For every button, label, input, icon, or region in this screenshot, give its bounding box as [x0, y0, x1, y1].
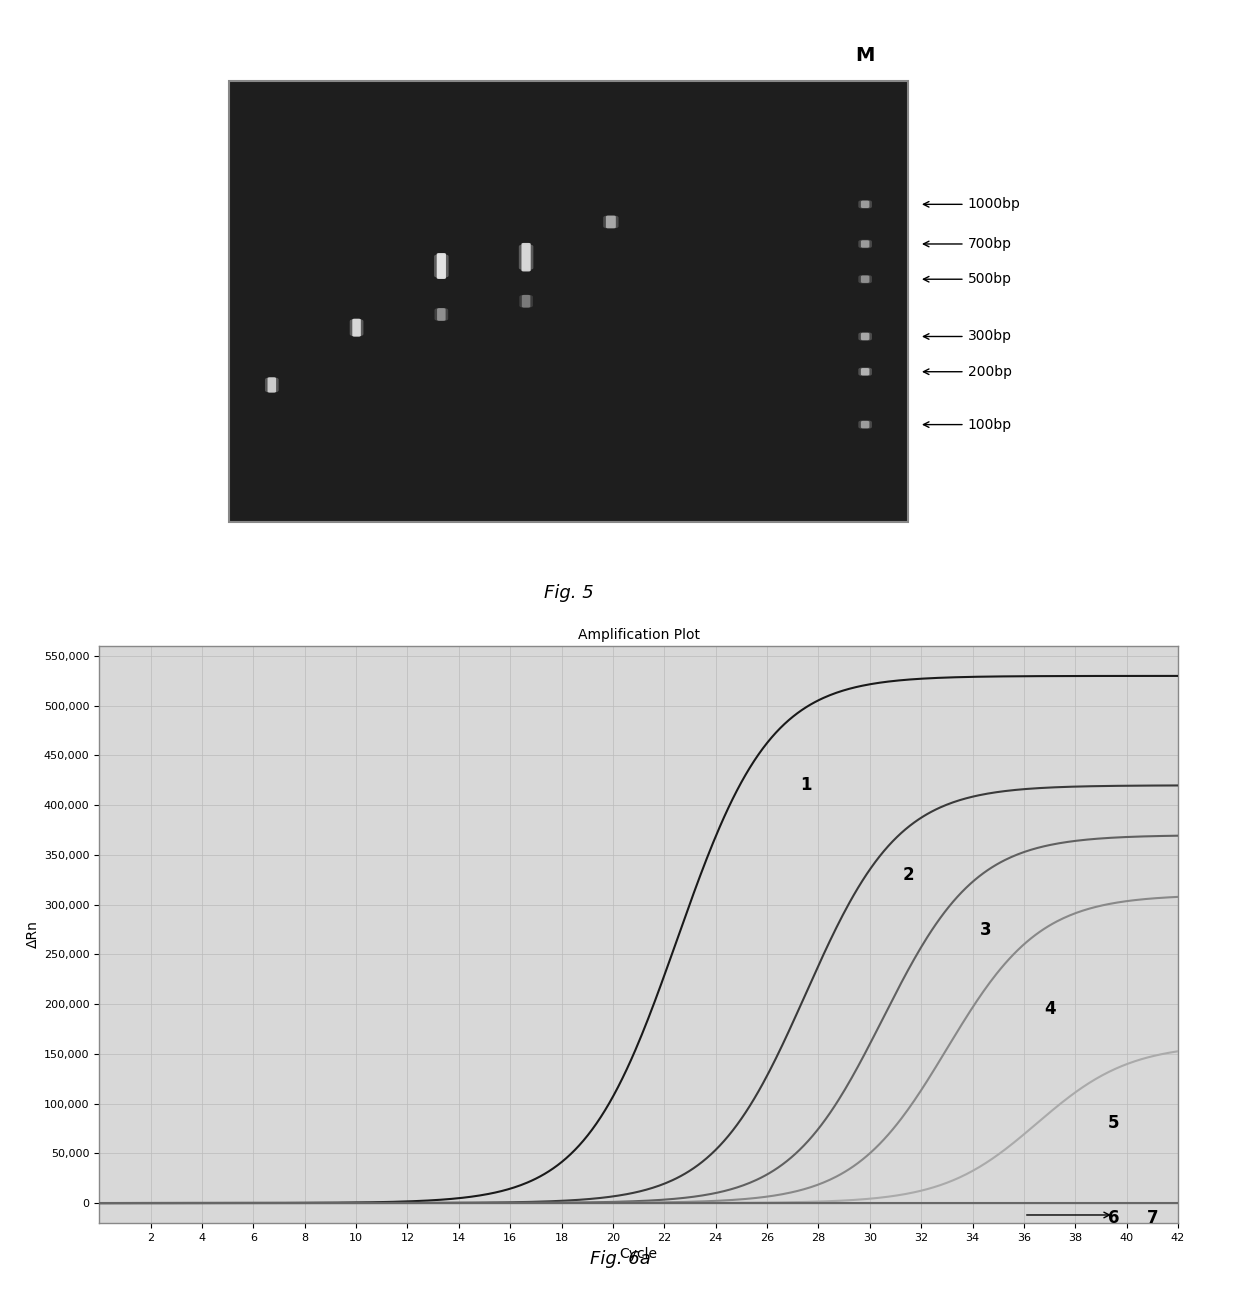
Text: 200bp: 200bp [924, 364, 1012, 379]
FancyBboxPatch shape [861, 333, 869, 340]
FancyBboxPatch shape [434, 255, 449, 277]
Text: 1000bp: 1000bp [924, 198, 1021, 211]
FancyBboxPatch shape [436, 308, 445, 321]
Text: 2: 2 [350, 47, 363, 65]
Text: 5: 5 [1109, 1115, 1120, 1132]
Text: 7: 7 [1147, 1209, 1158, 1227]
FancyBboxPatch shape [520, 295, 533, 307]
Text: 5: 5 [604, 47, 618, 65]
Bar [228, 81, 908, 522]
FancyBboxPatch shape [522, 295, 531, 307]
Text: 1: 1 [265, 47, 279, 65]
Text: 1: 1 [800, 777, 811, 795]
FancyBboxPatch shape [861, 422, 869, 428]
FancyBboxPatch shape [858, 332, 872, 341]
FancyBboxPatch shape [522, 243, 531, 272]
Text: 100bp: 100bp [924, 418, 1012, 432]
FancyBboxPatch shape [606, 216, 616, 228]
X-axis label: Cycle: Cycle [620, 1246, 657, 1261]
Title: Amplification Plot: Amplification Plot [578, 628, 699, 643]
Text: 3: 3 [980, 921, 991, 938]
Text: Fig. 5: Fig. 5 [543, 584, 594, 602]
FancyBboxPatch shape [858, 367, 872, 376]
FancyBboxPatch shape [436, 254, 446, 278]
Text: 6: 6 [1109, 1209, 1120, 1227]
FancyBboxPatch shape [861, 276, 869, 282]
FancyBboxPatch shape [352, 319, 361, 337]
FancyBboxPatch shape [268, 377, 277, 393]
Text: 7: 7 [774, 47, 787, 65]
Text: M: M [856, 47, 875, 65]
Text: 700bp: 700bp [924, 237, 1012, 251]
Text: 4: 4 [520, 47, 533, 65]
Text: 6: 6 [688, 47, 702, 65]
FancyBboxPatch shape [861, 368, 869, 376]
FancyBboxPatch shape [861, 241, 869, 247]
Text: 4: 4 [1044, 1000, 1055, 1019]
FancyBboxPatch shape [518, 245, 533, 269]
FancyBboxPatch shape [434, 308, 448, 321]
FancyBboxPatch shape [265, 377, 279, 393]
Text: 300bp: 300bp [924, 329, 1012, 343]
Text: Fig. 6a: Fig. 6a [590, 1250, 650, 1268]
FancyBboxPatch shape [861, 200, 869, 208]
FancyBboxPatch shape [858, 275, 872, 284]
FancyBboxPatch shape [603, 216, 619, 228]
Text: 3: 3 [434, 47, 448, 65]
FancyBboxPatch shape [350, 319, 363, 336]
Text: 500bp: 500bp [924, 272, 1012, 286]
FancyBboxPatch shape [858, 200, 872, 208]
FancyBboxPatch shape [858, 420, 872, 429]
Text: 2: 2 [903, 866, 914, 883]
FancyBboxPatch shape [858, 239, 872, 248]
Y-axis label: ΔRn: ΔRn [26, 921, 40, 948]
